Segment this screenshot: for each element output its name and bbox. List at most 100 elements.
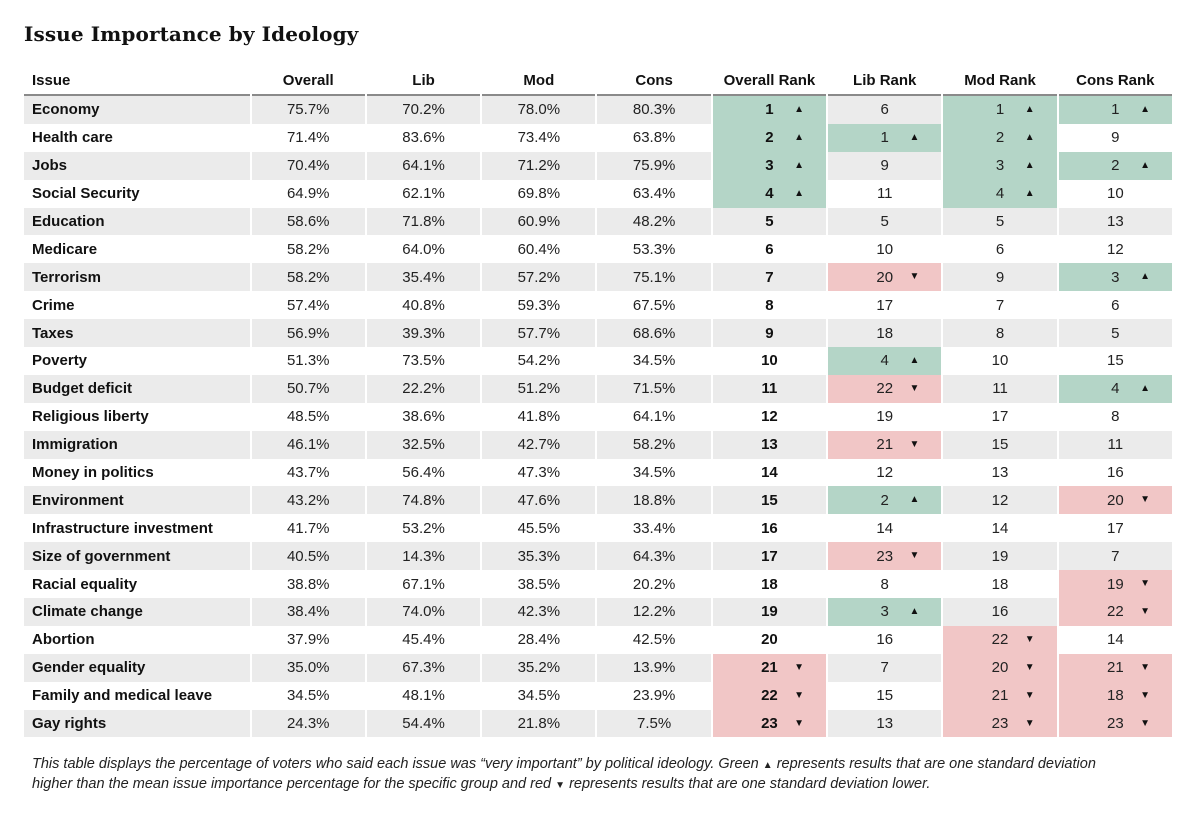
percent-cell: 64.3% bbox=[597, 542, 711, 571]
issue-cell: Family and medical leave bbox=[32, 687, 213, 705]
percent-cell: 67.1% bbox=[402, 575, 445, 593]
rank-cell: 15 bbox=[943, 430, 1057, 459]
rank-cell: 3 ▲ bbox=[943, 151, 1057, 180]
rank-value: 17 bbox=[761, 547, 778, 565]
percent-cell: 41.8% bbox=[517, 408, 561, 426]
triangle-up-icon: ▲ bbox=[1140, 271, 1150, 283]
issue-cell: Money in politics bbox=[32, 464, 154, 482]
rank-cell: 16 bbox=[1059, 459, 1172, 487]
rank-value: 12 bbox=[1106, 240, 1124, 258]
rank-cell: 8 bbox=[828, 570, 941, 598]
rank-value: 23 bbox=[876, 547, 894, 565]
rank-cell: 18 ▼ bbox=[1058, 681, 1172, 710]
percent-cell: 38.8% bbox=[286, 575, 330, 593]
issue-cell: Infrastructure investment bbox=[32, 519, 213, 537]
rank-value: 15 bbox=[1106, 352, 1124, 370]
rank-value: 12 bbox=[991, 491, 1009, 509]
rank-cell: 23 ▼ bbox=[712, 709, 827, 738]
rank-cell: 12 bbox=[1059, 235, 1172, 263]
rank-cell: 14 bbox=[713, 459, 826, 487]
rank-value: 4 bbox=[765, 185, 774, 203]
triangle-down-icon: ▼ bbox=[1140, 717, 1150, 729]
triangle-up-icon: ▲ bbox=[909, 354, 920, 366]
rank-cell: 6 bbox=[713, 235, 826, 263]
rank-value: 10 bbox=[761, 352, 778, 370]
percent-cell: 21.8% bbox=[482, 709, 596, 738]
table-row: Terrorism 58.2% 35.4% 57.2% 75.1% 7 20 ▼ 9 3 ▲ bbox=[24, 263, 1172, 292]
issue-cell: Taxes bbox=[24, 319, 250, 348]
rank-cell: 3 ▲ bbox=[1058, 263, 1172, 292]
percent-cell: 42.3% bbox=[482, 598, 596, 626]
rank-cell: 5 bbox=[712, 207, 827, 236]
rank-value: 11 bbox=[761, 380, 778, 398]
rank-value: 2 bbox=[765, 129, 774, 147]
rank-value: 3 bbox=[765, 157, 774, 175]
column-header: Mod bbox=[482, 66, 596, 96]
triangle-down-icon: ▼ bbox=[1024, 717, 1035, 729]
table-row: Money in politics 43.7% 56.4% 47.3% 34.5% 14 1… bbox=[24, 459, 1172, 487]
triangle-up-icon: ▲ bbox=[1140, 103, 1150, 115]
triangle-down-icon: ▼ bbox=[1140, 689, 1150, 701]
rank-value: 14 bbox=[761, 464, 778, 482]
rank-value: 14 bbox=[991, 519, 1009, 537]
table-row: Crime 57.4% 40.8% 59.3% 67.5% 8 17 7 6 bbox=[24, 291, 1172, 319]
percent-cell: 34.5% bbox=[286, 687, 330, 705]
table-row: Social Security 64.9% 62.1% 69.8% 63.4% 4 ▲ 11 4… bbox=[24, 179, 1172, 208]
rank-cell: 17 bbox=[1059, 514, 1172, 542]
triangle-up-icon: ▲ bbox=[909, 494, 920, 506]
percent-cell: 37.9% bbox=[286, 631, 330, 649]
rank-cell: 18 bbox=[713, 570, 826, 598]
percent-cell: 33.4% bbox=[632, 519, 676, 537]
percent-cell: 58.6% bbox=[251, 207, 365, 236]
issue-cell: Environment bbox=[24, 486, 250, 515]
rank-value: 12 bbox=[761, 408, 778, 426]
table-row: Abortion 37.9% 45.4% 28.4% 42.5% 20 16 22 ▼ 14 bbox=[24, 625, 1172, 654]
rank-value: 23 bbox=[761, 715, 778, 733]
percent-cell: 13.9% bbox=[597, 653, 711, 682]
rank-cell: 10 bbox=[943, 347, 1056, 375]
rank-cell: 1 ▲ bbox=[943, 96, 1057, 124]
rank-value: 20 bbox=[991, 659, 1009, 677]
issue-cell: Racial equality bbox=[32, 575, 138, 593]
triangle-down-icon: ▼ bbox=[1140, 578, 1150, 590]
percent-cell: 48.1% bbox=[402, 687, 445, 705]
percent-cell: 60.4% bbox=[517, 240, 561, 258]
rank-value: 22 bbox=[1106, 603, 1124, 621]
rank-value: 23 bbox=[1106, 715, 1124, 733]
percent-cell: 47.3% bbox=[517, 464, 561, 482]
table-row: Gender equality 35.0% 67.3% 35.2% 13.9% 21 ▼ 7 2… bbox=[24, 653, 1172, 682]
percent-cell: 73.4% bbox=[517, 129, 561, 147]
rank-cell: 7 bbox=[1058, 542, 1172, 571]
rank-cell: 8 bbox=[943, 319, 1057, 348]
percent-cell: 74.0% bbox=[366, 598, 481, 626]
rank-cell: 16 bbox=[943, 598, 1057, 626]
rank-cell: 21 ▼ bbox=[943, 681, 1057, 710]
rank-value: 7 bbox=[995, 296, 1005, 314]
rank-value: 8 bbox=[995, 324, 1005, 342]
rank-cell: 22 ▼ bbox=[1058, 598, 1172, 626]
table-row: Jobs 70.4% 64.1% 71.2% 75.9% 3 ▲ 9 3 ▲ 2 ▲ bbox=[24, 151, 1172, 180]
rank-cell: 2 ▲ bbox=[828, 486, 942, 515]
percent-cell: 35.4% bbox=[366, 263, 481, 292]
rank-cell: 10 bbox=[713, 347, 826, 375]
percent-cell: 42.7% bbox=[482, 430, 596, 459]
rank-value: 18 bbox=[1106, 687, 1124, 705]
percent-cell: 83.6% bbox=[402, 129, 445, 147]
rank-value: 7 bbox=[765, 268, 774, 286]
column-header: Cons Rank bbox=[1058, 66, 1172, 96]
issue-cell: Size of government bbox=[24, 542, 250, 571]
percent-cell: 28.4% bbox=[517, 631, 561, 649]
table-row: Poverty 51.3% 73.5% 54.2% 34.5% 10 4 ▲ 10 15 bbox=[24, 347, 1172, 375]
rank-cell: 20 bbox=[713, 626, 826, 654]
percent-cell: 71.4% bbox=[286, 129, 330, 147]
rank-value: 1 bbox=[765, 101, 774, 119]
column-header: Lib Rank bbox=[828, 66, 942, 96]
rank-cell: 7 bbox=[712, 263, 827, 292]
percent-cell: 59.3% bbox=[517, 296, 561, 314]
rank-cell: 13 bbox=[712, 430, 827, 459]
table-row: Immigration 46.1% 32.5% 42.7% 58.2% 13 21 ▼ 15 11 bbox=[24, 430, 1172, 459]
rank-cell: 10 bbox=[828, 235, 941, 263]
percent-cell: 34.5% bbox=[632, 464, 676, 482]
percent-cell: 58.2% bbox=[286, 240, 330, 258]
rank-cell: 5 bbox=[1058, 319, 1172, 348]
